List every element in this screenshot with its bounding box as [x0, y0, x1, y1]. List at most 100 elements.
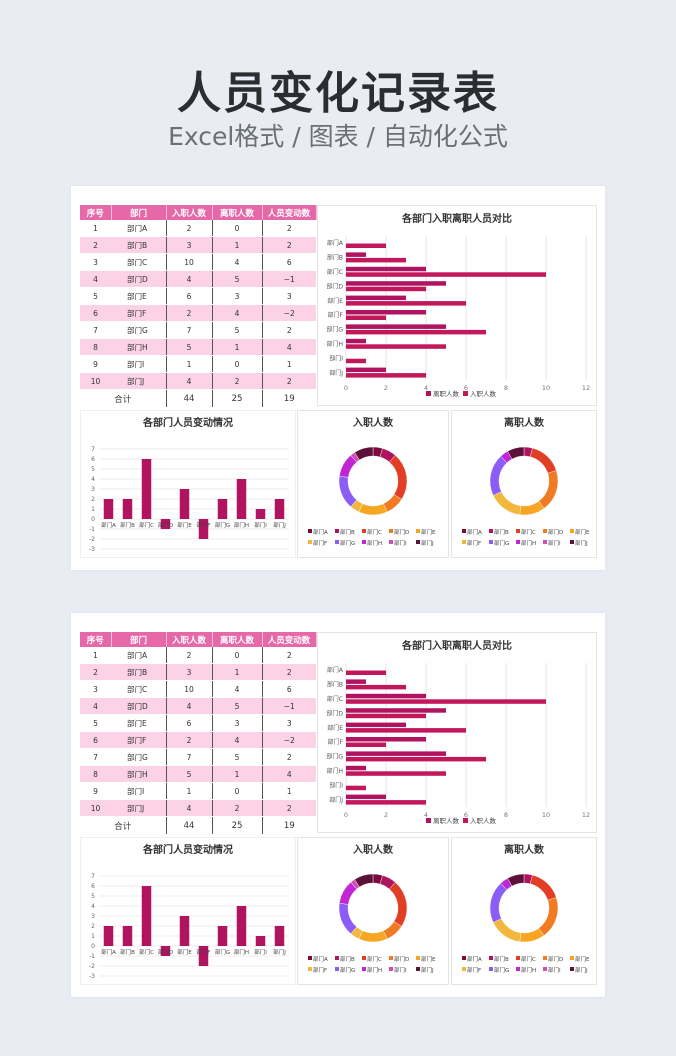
cell-in: 6 — [165, 714, 212, 732]
header-out: 离职人数 — [212, 205, 263, 220]
cell-in: 7 — [165, 321, 212, 339]
hbar-in-bar — [346, 670, 386, 675]
hbar-out-bar — [346, 693, 426, 699]
donut-out-slice — [519, 927, 545, 943]
vbar-ytick: 5 — [91, 893, 95, 900]
hbar-ylabel: 部门A — [327, 239, 344, 247]
vbar-ytick: 4 — [91, 476, 95, 483]
donut-in-legend-label: 部门C — [367, 955, 382, 963]
vbar-ytick: 0 — [91, 516, 95, 523]
cell-in: 3 — [165, 236, 212, 254]
donut-in-legend-label: 部门F — [313, 966, 327, 974]
change-bar-chart-svg: 各部门人员变动情况 7 6 5 4 3 2 1 0 -1 -2 -3 部门A 部门B 部门C 部门D 部门E 部门… — [89, 416, 289, 553]
header-change: 人员变动数 — [262, 632, 317, 647]
donut-out-legend-label: 部门I — [548, 539, 561, 547]
donut-out-legend-swatch — [570, 956, 574, 960]
change-bar-chart: 各部门人员变动情况 7 6 5 4 3 2 1 0 -1 -2 -3 部门A 部门B 部门C 部门D 部门E 部门… — [80, 837, 296, 985]
header-out: 离职人数 — [212, 632, 263, 647]
donut-in-legend-swatch — [416, 540, 420, 544]
hbar-legend-in-swatch — [463, 818, 468, 823]
hbar-ylabel: 部门E — [327, 724, 343, 732]
donut-out-legend-swatch — [516, 529, 520, 533]
hbar-out-bar — [346, 310, 426, 315]
table-row: 7 部门G 7 5 2 — [80, 748, 316, 766]
cell-out: 4 — [211, 253, 262, 271]
hbar-out-bar — [346, 338, 366, 344]
hbar-in-bar — [346, 286, 426, 292]
vbar-bar — [160, 946, 171, 956]
donut-out-legend-swatch — [516, 967, 520, 971]
cell-change: 3 — [261, 714, 316, 732]
donut-out-slice — [507, 873, 525, 887]
staff-change-table: 序号 部门 入职人数 离职人数 人员变动数 1 部门A 2 0 2 2 部门B 3 1 2 3 部门C… — [80, 205, 317, 408]
cell-out: 0 — [211, 220, 262, 237]
hbar-in-bar — [346, 373, 426, 378]
vbar-ytick: 6 — [91, 456, 95, 463]
cell-in: 5 — [165, 338, 212, 356]
cell-dept: 部门J — [111, 372, 166, 390]
hbar-in-bar — [346, 785, 366, 791]
cell-out: 1 — [211, 338, 262, 356]
table-row: 8 部门H 5 1 4 — [80, 765, 316, 783]
vbar-xlabel: 部门B — [120, 948, 135, 956]
cell-dept: 部门A — [111, 647, 166, 664]
donut-out-slice — [507, 446, 525, 460]
donut-in-slice — [358, 930, 388, 943]
hbar-xtick: 2 — [384, 384, 388, 392]
cell-dept: 部门H — [111, 765, 166, 783]
donut-in-legend-label: 部门E — [421, 528, 436, 536]
hbar-out-bar — [346, 679, 366, 684]
table-row: 4 部门D 4 5 −1 — [80, 270, 316, 288]
donut-chart-in: 入职人数 部门A 部门B 部门C 部门D 部门E 部门F 部门G 部门H 部门I 部门J — [297, 837, 449, 985]
header-dept: 部门 — [111, 205, 167, 220]
donut-out-title: 离职人数 — [504, 843, 545, 856]
hbar-ylabel: 部门E — [327, 297, 343, 305]
donut-out-legend-swatch — [489, 540, 493, 544]
hbar-ylabel: 部门G — [326, 753, 343, 761]
hbar-in-bar — [346, 713, 426, 719]
staff-change-table: 序号 部门 入职人数 离职人数 人员变动数 1 部门A 2 0 2 2 部门B 3 1 2 3 部门C… — [80, 632, 317, 835]
donut-in-legend-swatch — [335, 529, 339, 533]
donut-in-legend-swatch — [362, 967, 366, 971]
change-bar-chart: 各部门人员变动情况 7 6 5 4 3 2 1 0 -1 -2 -3 部门A 部门B 部门C 部门D 部门E 部门… — [80, 410, 296, 558]
header-in: 入职人数 — [166, 205, 213, 220]
table-row: 2 部门B 3 1 2 — [80, 236, 316, 254]
vbar-bar — [198, 946, 209, 966]
vbar-bar — [141, 459, 152, 519]
cell-change: 2 — [261, 220, 316, 237]
cell-dept: 部门C — [111, 680, 166, 698]
vbar-xlabel: 部门E — [177, 521, 192, 529]
table-row: 3 部门C 10 4 6 — [80, 680, 316, 698]
vbar-xlabel: 部门I — [254, 521, 267, 529]
vbar-ytick: -1 — [89, 953, 95, 960]
cell-dept: 部门G — [111, 321, 166, 339]
table-row: 8 部门H 5 1 4 — [80, 338, 316, 356]
cell-out: 3 — [211, 287, 262, 305]
donut-in-legend-label: 部门A — [313, 528, 328, 536]
cell-no: 5 — [80, 287, 111, 305]
donut-out-legend-swatch — [462, 956, 466, 960]
cell-change: 2 — [261, 321, 316, 339]
vbar-bar — [236, 906, 247, 946]
table-header-row: 序号 部门 入职人数 离职人数 人员变动数 — [80, 632, 317, 647]
hbar-chart: 各部门入职离职人员对比 0 2 4 6 8 10 12 部门A 部门B 部门C 部门D 部门E 部门F 部门… — [317, 632, 597, 833]
donut-out-legend-swatch — [462, 540, 466, 544]
hbar-chart-svg: 各部门入职离职人员对比 0 2 4 6 8 10 12 部门A 部门B 部门C 部门D 部门E 部门F 部门… — [326, 639, 590, 825]
donut-out-legend-label: 部门J — [575, 539, 588, 547]
donut-in-legend-swatch — [335, 540, 339, 544]
donut-out-legend-swatch — [570, 967, 574, 971]
vbar-bar — [255, 936, 266, 946]
hbar-in-bar — [346, 756, 486, 762]
table-row: 5 部门E 6 3 3 — [80, 287, 316, 305]
hbar-out-bar — [346, 281, 446, 286]
donut-in-legend-swatch — [389, 529, 393, 533]
donut-in-legend-swatch — [362, 956, 366, 960]
donut-in-legend-swatch — [308, 956, 312, 960]
donut-out-legend-label: 部门B — [494, 528, 509, 536]
cell-no: 6 — [80, 304, 111, 322]
cell-dept: 部门J — [111, 799, 166, 817]
page-subtitle: Excel格式 / 图表 / 自动化公式 — [168, 122, 508, 151]
hbar-in-bar — [346, 257, 406, 263]
donut-out-legend-label: 部门C — [521, 528, 536, 536]
